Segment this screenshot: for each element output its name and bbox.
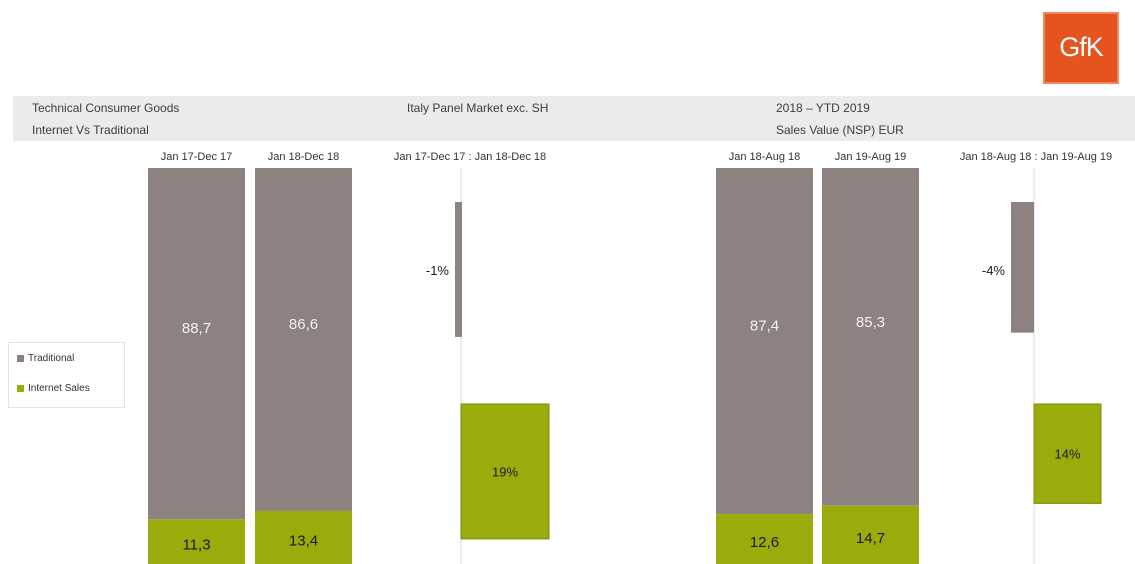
bar-internet-sales-jan-18-aug-18: [716, 514, 813, 564]
bar-internet-sales-jan-18-dec-18: [255, 510, 352, 564]
growth-label-internet-sales-2018-2019: 14%: [1054, 447, 1080, 462]
data-label-internet-sales-jan-18-aug-18: 12,6: [750, 534, 779, 551]
growth-bar-traditional-2018-2019: [1011, 202, 1034, 333]
data-label-internet-sales-jan-18-dec-18: 13,4: [289, 532, 318, 549]
bar-traditional-jan-17-dec-17: [148, 168, 245, 520]
growth-label-internet-sales-2017-2018: 19%: [492, 464, 518, 479]
growth-title-2017-2018: Jan 17-Dec 17 : Jan 18-Dec 18: [394, 151, 546, 163]
header-period: 2018 – YTD 2019: [776, 101, 870, 115]
legend-swatch-internet-sales: [17, 384, 24, 392]
bar-internet-sales-jan-17-dec-17: [148, 519, 245, 564]
legend-label-traditional: Traditional: [28, 352, 75, 364]
growth-title-2018-2019: Jan 18-Aug 18 : Jan 19-Aug 19: [960, 151, 1112, 163]
category-label-jan-18-dec-18: Jan 18-Dec 18: [268, 151, 340, 163]
bar-internet-sales-jan-19-aug-19: [822, 505, 919, 564]
data-label-internet-sales-jan-19-aug-19: 14,7: [856, 530, 885, 547]
category-label-jan-17-dec-17: Jan 17-Dec 17: [161, 151, 233, 163]
header-subtitle: Internet Vs Traditional: [32, 123, 149, 137]
data-label-internet-sales-jan-17-dec-17: 11,3: [182, 537, 210, 554]
chart-legend: Traditional Internet Sales: [8, 342, 125, 408]
growth-bar-traditional-2017-2018: [455, 202, 462, 337]
data-label-traditional-jan-18-dec-18: 86,6: [289, 316, 318, 333]
growth-bar-internet-sales-2018-2019: [1033, 403, 1102, 504]
legend-label-internet-sales: Internet Sales: [28, 382, 90, 394]
growth-label-traditional-2017-2018: -1%: [426, 263, 450, 278]
header-market: Italy Panel Market exc. SH: [407, 101, 549, 115]
bar-traditional-jan-18-dec-18: [255, 168, 352, 511]
gfk-logo: GfK: [1043, 12, 1119, 84]
bar-traditional-jan-18-aug-18: [716, 168, 813, 515]
legend-item-internet-sales: Internet Sales: [17, 381, 90, 395]
data-label-traditional-jan-18-aug-18: 87,4: [750, 318, 779, 335]
header-measure: Sales Value (NSP) EUR: [776, 123, 904, 137]
report-header-band: [13, 96, 1135, 141]
legend-swatch-traditional: [17, 354, 24, 362]
category-label-jan-18-aug-18: Jan 18-Aug 18: [729, 151, 801, 163]
bar-traditional-jan-19-aug-19: [822, 168, 919, 506]
legend-item-traditional: Traditional: [17, 351, 74, 365]
growth-label-traditional-2018-2019: -4%: [982, 263, 1006, 278]
gfk-logo-text: GfK: [1059, 32, 1104, 62]
header-category: Technical Consumer Goods: [32, 101, 180, 115]
data-label-traditional-jan-19-aug-19: 85,3: [856, 314, 885, 331]
data-label-traditional-jan-17-dec-17: 88,7: [182, 320, 211, 337]
category-label-jan-19-aug-19: Jan 19-Aug 19: [835, 151, 907, 163]
growth-bar-internet-sales-2017-2018: [460, 403, 550, 540]
